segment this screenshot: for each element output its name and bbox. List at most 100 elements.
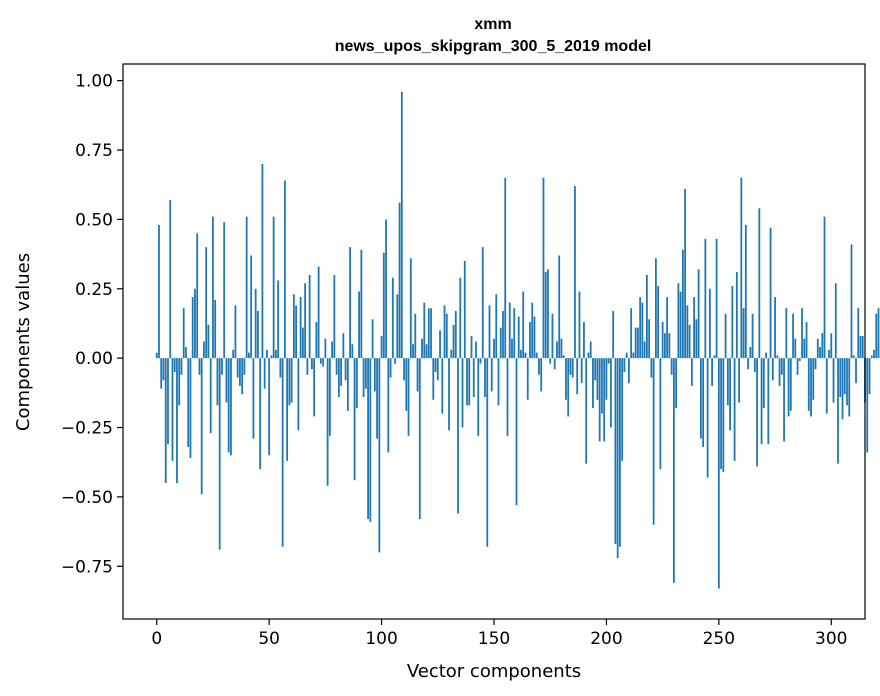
bar xyxy=(382,252,385,359)
bar xyxy=(326,358,329,486)
bar xyxy=(373,358,376,392)
bar xyxy=(594,358,597,381)
bar xyxy=(841,358,844,420)
bar xyxy=(756,358,758,467)
bar xyxy=(623,358,626,373)
bar xyxy=(690,358,693,386)
bar xyxy=(254,288,257,359)
bar xyxy=(454,310,457,359)
bar xyxy=(583,322,585,359)
bar xyxy=(306,358,309,375)
bar xyxy=(565,358,567,400)
bar xyxy=(391,277,394,359)
bar xyxy=(322,358,325,367)
bar xyxy=(634,327,637,359)
bar xyxy=(875,313,878,359)
bar xyxy=(304,283,307,359)
bar xyxy=(371,319,374,359)
bar xyxy=(387,358,390,453)
bar xyxy=(299,297,302,359)
x-tick-label: 300 xyxy=(815,629,847,649)
chart-title: xmm xyxy=(474,16,511,33)
y-tick-label: 0.75 xyxy=(75,141,113,161)
bar xyxy=(414,313,417,359)
bar xyxy=(295,305,298,359)
bar xyxy=(870,355,873,359)
bar xyxy=(762,358,765,409)
bar xyxy=(843,358,846,395)
bar xyxy=(529,322,531,359)
bar xyxy=(448,358,450,431)
bar xyxy=(266,349,268,359)
bar xyxy=(225,358,228,403)
bar xyxy=(515,358,518,506)
bar xyxy=(695,319,698,359)
bar xyxy=(765,352,767,359)
bar xyxy=(607,358,610,364)
bar xyxy=(223,222,226,359)
bar xyxy=(544,272,547,359)
bar xyxy=(576,358,579,395)
bar xyxy=(241,358,244,395)
bar xyxy=(468,358,471,406)
bar xyxy=(425,344,428,359)
bar xyxy=(571,358,574,378)
bar xyxy=(744,224,747,359)
bar xyxy=(679,291,682,359)
bar xyxy=(717,358,720,589)
y-tick-label: 0.50 xyxy=(75,210,113,230)
bar xyxy=(735,272,738,359)
bar xyxy=(243,358,246,375)
bar xyxy=(502,310,504,359)
bar xyxy=(801,308,803,359)
bar xyxy=(520,349,522,359)
bar xyxy=(403,358,405,381)
y-tick-label: −0.50 xyxy=(61,488,113,508)
bar xyxy=(342,333,345,359)
bar xyxy=(452,324,455,359)
bar xyxy=(706,358,709,478)
bar xyxy=(733,358,736,461)
bar xyxy=(702,358,705,447)
bar xyxy=(427,308,430,359)
bar xyxy=(198,358,201,375)
bar-series xyxy=(155,91,880,589)
bar xyxy=(333,274,336,359)
bar xyxy=(859,335,862,359)
bar xyxy=(369,358,372,522)
x-tick-label: 200 xyxy=(590,629,622,649)
bar xyxy=(477,358,480,436)
bar xyxy=(439,330,441,359)
bar xyxy=(513,308,516,359)
bar xyxy=(441,358,444,414)
bar xyxy=(158,224,160,359)
bar xyxy=(194,288,196,359)
bar xyxy=(270,355,273,359)
bar xyxy=(212,216,214,359)
bar xyxy=(203,341,205,359)
bar xyxy=(409,258,412,359)
bar xyxy=(807,358,810,411)
bar xyxy=(288,358,291,406)
bar xyxy=(167,358,169,445)
bar xyxy=(423,302,426,359)
bar xyxy=(704,238,707,359)
bar xyxy=(344,358,347,381)
bar xyxy=(484,358,486,397)
bar xyxy=(646,274,648,359)
bar xyxy=(713,355,716,359)
bar xyxy=(731,286,734,359)
bar xyxy=(355,358,358,409)
bar xyxy=(263,358,266,389)
bar xyxy=(848,358,851,417)
bar xyxy=(652,358,655,525)
bar xyxy=(839,358,842,397)
bar xyxy=(846,358,848,406)
x-tick-label: 100 xyxy=(365,629,397,649)
bar xyxy=(560,338,563,359)
bar xyxy=(234,305,237,359)
bar xyxy=(553,358,556,370)
bar xyxy=(749,347,752,359)
bar xyxy=(803,338,806,359)
bar xyxy=(466,358,468,406)
